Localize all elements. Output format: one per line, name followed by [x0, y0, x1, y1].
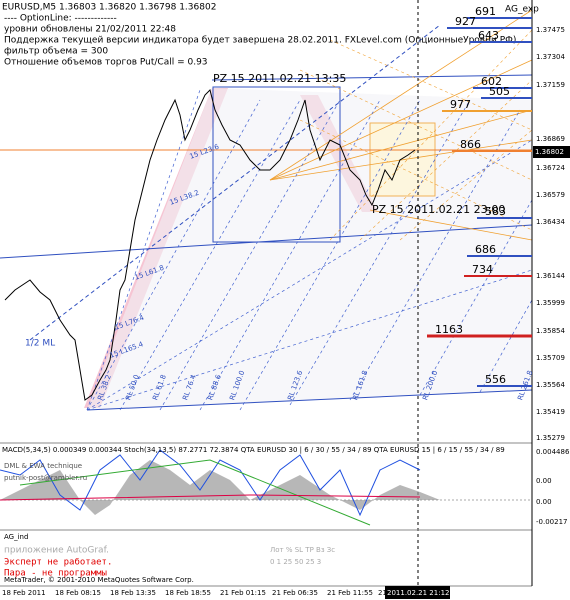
price-label: 1.35709 [536, 354, 565, 362]
median-label: 1/2 ML [25, 339, 55, 349]
price-label: 1.36144 [536, 272, 565, 280]
price-label: 1.36434 [536, 218, 565, 226]
ag-warning: Пара - не программы [4, 569, 107, 579]
level-label: 505 [489, 85, 510, 98]
ag-app: приложение AutoGraf. [4, 546, 109, 556]
level-label: 556 [485, 373, 506, 386]
time-label: 21 Feb 11:55 [327, 589, 373, 597]
macd-overlay: putnik-post@rambler.ru [4, 474, 87, 482]
time-label: 21 Feb 17:15 [378, 589, 424, 597]
level-label: 602 [481, 75, 502, 88]
time-label: 21 Feb 01:15 [220, 589, 266, 597]
time-label: 18 Feb 08:15 [55, 589, 101, 597]
ag-table-row: 0 1 25 50 25 3 [270, 558, 321, 566]
price-label: 1.36579 [536, 191, 565, 199]
price-label: 1.37304 [536, 53, 565, 61]
current-price: 1.36802 [535, 148, 564, 156]
level-label: 643 [478, 29, 499, 42]
macd-scale: 0.00 [536, 498, 552, 506]
current-price-box [533, 146, 570, 158]
time-label: 18 Feb 18:55 [165, 589, 211, 597]
level-label: 734 [472, 263, 493, 276]
level-label: 691 [475, 5, 496, 18]
level-label: 927 [455, 15, 476, 28]
level-label: 866 [460, 138, 481, 151]
time-label: 21 Feb 06:35 [272, 589, 318, 597]
ag-table-header: Лот % SL TP Вз Зс [270, 546, 335, 554]
level-label: 583 [485, 205, 506, 218]
time-label: 18 Feb 13:35 [110, 589, 156, 597]
macd-title: MACD(5,34,5) 0.000349 0.000344 Stoch(34,… [2, 446, 505, 454]
header-line: Поддержка текущей версии индикатора буде… [4, 36, 516, 46]
price-label: 1.35564 [536, 381, 565, 389]
copyright: MetaTrader, © 2001-2010 MetaQuotes Softw… [4, 576, 194, 584]
price-label: 1.37475 [536, 26, 565, 34]
symbol-header: EURUSD,M5 1.36803 1.36820 1.36798 1.3680… [2, 3, 216, 13]
time-label: 18 Feb 2011 [2, 589, 46, 597]
price-label: 1.36724 [536, 164, 565, 172]
ag-title: AG_ind [4, 533, 28, 541]
macd-scale: -0.00217 [536, 518, 567, 526]
macd-scale: 0.00 [536, 477, 552, 485]
level-label: 686 [475, 243, 496, 256]
header-line: фильтр объема = 300 [4, 47, 108, 57]
cursor-time-box [385, 586, 450, 599]
header-line: уровни обновлены 21/02/2011 22:48 [4, 25, 176, 35]
price-label: 1.35854 [536, 327, 565, 335]
pz-label: PZ 15 2011.02.21 13:35 [213, 72, 346, 85]
level-label: 1163 [435, 323, 463, 336]
price-label: 1.35419 [536, 408, 565, 416]
ag-warning: Эксперт не работает. [4, 557, 112, 568]
price-label: 1.35999 [536, 299, 565, 307]
macd-overlay: DML & EWA technique [4, 462, 82, 470]
header-line: ---- OptionLine: ------------- [4, 14, 117, 24]
expert-label: AG_exp [505, 5, 539, 15]
level-label: 977 [450, 98, 471, 111]
pz-label: PZ 15 2011.02.21 23:00 [372, 203, 505, 216]
price-label: 1.35279 [536, 434, 565, 442]
price-label: 1.36869 [536, 135, 565, 143]
header-line: Отношение объемов торгов Put/Call = 0.93 [4, 58, 208, 68]
cursor-time: 2011.02.21 21:12 [387, 589, 449, 597]
drawings [0, 0, 533, 600]
macd-scale: 0.004486 [536, 448, 570, 456]
price-label: 1.37159 [536, 81, 565, 89]
